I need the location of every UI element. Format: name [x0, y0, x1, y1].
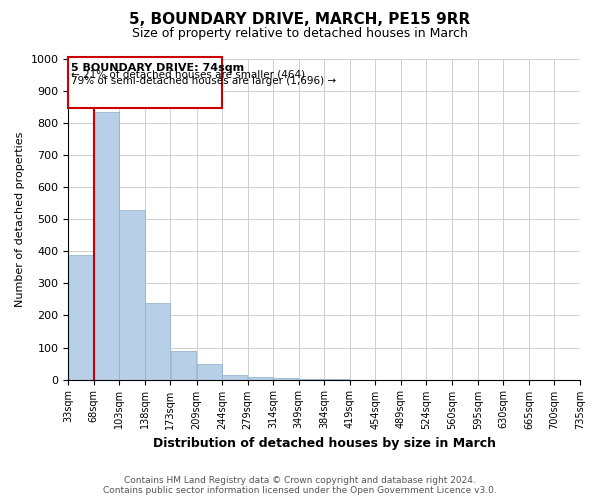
X-axis label: Distribution of detached houses by size in March: Distribution of detached houses by size …	[152, 437, 496, 450]
Bar	[248, 377, 273, 380]
Text: 79% of semi-detached houses are larger (1,696) →: 79% of semi-detached houses are larger (…	[71, 76, 337, 86]
Text: Contains HM Land Registry data © Crown copyright and database right 2024.
Contai: Contains HM Land Registry data © Crown c…	[103, 476, 497, 495]
Y-axis label: Number of detached properties: Number of detached properties	[15, 132, 25, 307]
Text: 5 BOUNDARY DRIVE: 74sqm: 5 BOUNDARY DRIVE: 74sqm	[71, 63, 244, 73]
Bar	[68, 58, 222, 108]
Bar	[68, 254, 94, 380]
Bar	[119, 210, 145, 380]
Bar	[273, 378, 298, 380]
Bar	[325, 379, 349, 380]
Bar	[299, 378, 324, 380]
Bar	[145, 302, 170, 380]
Bar	[197, 364, 222, 380]
Bar	[222, 375, 247, 380]
Text: Size of property relative to detached houses in March: Size of property relative to detached ho…	[132, 28, 468, 40]
Bar	[170, 350, 196, 380]
Bar	[94, 112, 119, 380]
Text: 5, BOUNDARY DRIVE, MARCH, PE15 9RR: 5, BOUNDARY DRIVE, MARCH, PE15 9RR	[130, 12, 470, 28]
Text: ← 21% of detached houses are smaller (464): ← 21% of detached houses are smaller (46…	[71, 70, 305, 80]
